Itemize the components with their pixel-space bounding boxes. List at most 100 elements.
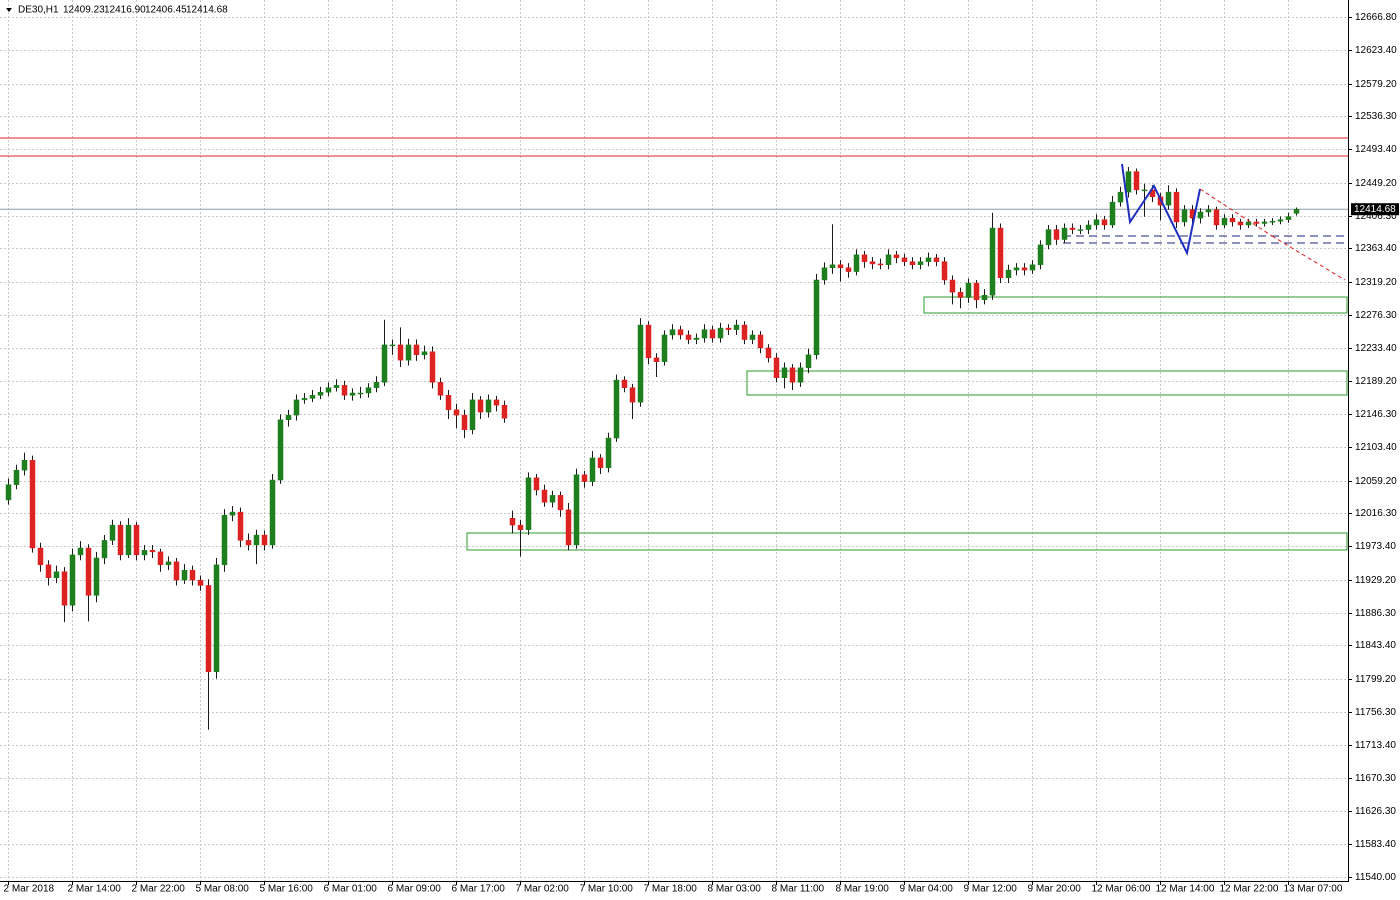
candle-body [941,261,948,281]
candle-body [621,379,628,388]
candle [965,278,972,303]
candle-body [973,282,980,301]
candle-body [829,264,836,269]
candle-body [1229,217,1236,223]
x-tick-label: 8 Mar 03:00 [708,884,762,895]
candle [109,519,116,545]
candle-body [613,379,620,439]
y-tick-label: 11670.30 [1355,773,1396,784]
candle-body [117,524,124,556]
candle [1029,260,1036,274]
candle [485,394,492,418]
candle-body [1117,191,1124,203]
candle-body [933,257,940,262]
candle-body [1029,264,1036,271]
candle-body [837,264,844,269]
candle-body [709,329,716,339]
candle [997,223,1004,284]
candle [533,473,540,496]
candle [525,472,532,536]
candle-body [181,569,188,581]
candle [1021,263,1028,276]
candle [429,346,436,389]
candle-body [1165,191,1172,206]
candle-body [93,557,100,596]
candle-body [957,291,964,298]
candle-body [69,554,76,606]
candle [325,382,332,397]
candle [1101,215,1108,230]
candle-body [573,474,580,546]
candle-body [1269,220,1276,223]
symbol-menu-arrow[interactable] [6,8,12,12]
candle-body [701,329,708,339]
candle-body [1197,211,1204,219]
candle [573,468,580,549]
candle [1013,263,1020,276]
candle [853,249,860,276]
candle-body [669,329,676,336]
candle [61,567,68,623]
candle [717,322,724,343]
y-tick-label: 11713.40 [1355,740,1396,751]
candle-body [885,254,892,265]
candle-body [133,524,140,556]
candle-body [317,391,324,396]
candle-body [445,395,452,411]
candle [1053,224,1060,245]
candle [661,330,668,366]
candle-body [645,324,652,359]
candle [861,250,868,268]
projection-line [1199,188,1273,237]
candle-body [341,385,348,396]
candle-body [565,509,572,546]
candle-body [373,382,380,388]
candle-body [1221,217,1228,226]
candle [213,557,220,679]
candle [133,522,140,561]
candle [845,263,852,278]
x-tick-label: 7 Mar 02:00 [516,884,570,895]
candle-body [285,414,292,420]
overlay [1121,163,1346,281]
candle-body [629,387,636,403]
candle-body [213,564,220,673]
candle [1069,223,1076,235]
candle-body [309,395,316,399]
candle [901,254,908,267]
candle [389,339,396,355]
candle [301,393,308,404]
last-price-box [1351,203,1399,216]
candle [381,319,388,387]
candle-body [37,547,44,566]
candle [781,362,788,389]
candle [621,376,628,393]
candle [461,409,468,439]
y-tick-label: 11886.30 [1355,608,1396,619]
candle [77,541,84,561]
candle [101,535,108,565]
ohlc-close: 12414.68 [186,5,228,16]
candle-body [1237,221,1244,226]
candle-body [1037,244,1044,265]
candle [981,289,988,305]
candle [493,396,500,412]
candle-body [741,324,748,340]
candle-body [349,392,356,396]
candle [365,383,372,398]
x-tick-label: 12 Mar 06:00 [1092,884,1151,895]
candle [653,353,660,377]
candle [749,330,756,345]
candle-body [517,524,524,530]
candle-body [29,459,36,549]
y-tick-label: 12103.40 [1355,442,1397,453]
candle [1173,188,1180,229]
chart-title: DE30,H1 [18,5,59,16]
candle [821,262,828,285]
candle [205,579,212,730]
candle [245,533,252,551]
candle-body [1093,219,1100,226]
candle [85,544,92,622]
